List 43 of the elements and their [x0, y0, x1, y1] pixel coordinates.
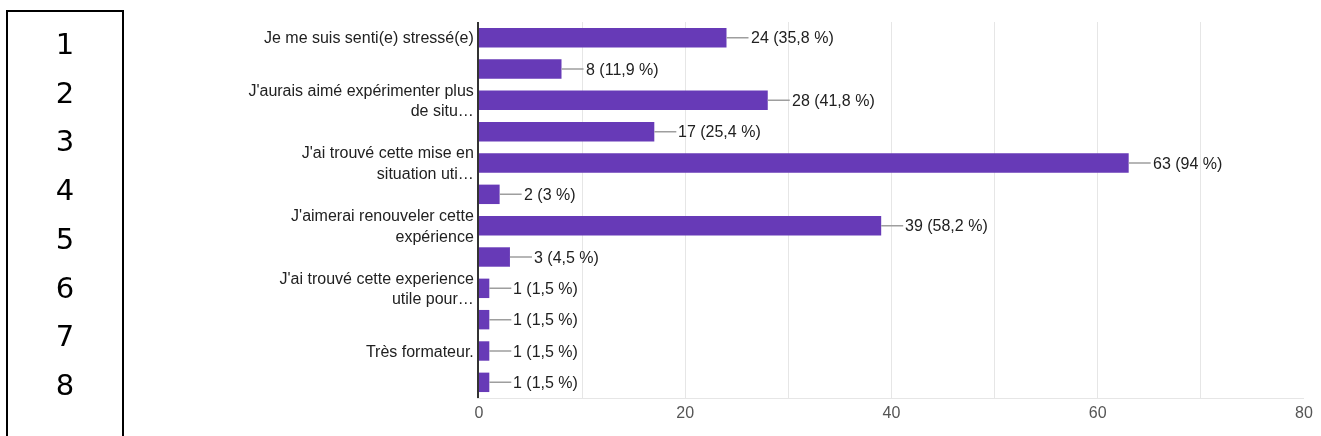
data-label: 39 (58,2 %) — [905, 217, 988, 234]
text: 2 — [55, 74, 75, 112]
bar — [479, 121, 655, 142]
bar — [479, 184, 500, 205]
data-label: 24 (35,8 %) — [751, 29, 834, 46]
x-tick-label: 40 — [882, 404, 901, 422]
data-label: 17 (25,4 %) — [678, 123, 761, 140]
text: 6 — [55, 269, 75, 307]
x-tick-label: 80 — [1295, 404, 1313, 422]
data-label: 2 (3 %) — [524, 186, 576, 203]
data-label: 63 (94 %) — [1153, 155, 1223, 172]
text: 1 — [55, 26, 75, 63]
bar — [479, 153, 1129, 173]
y-tick-label: J'aurais aimé expérimenter plus de situ… — [248, 81, 474, 120]
data-label: 28 (41,8 %) — [792, 92, 875, 109]
data-label: 8 (11,9 %) — [586, 61, 659, 78]
text: 7 — [55, 318, 75, 356]
bar — [479, 372, 490, 393]
bar — [479, 309, 490, 330]
y-tick-label: Je me suis senti(e) stressé(e) — [263, 29, 474, 47]
x-tick-label: 60 — [1088, 404, 1107, 422]
bar — [479, 341, 490, 361]
text: 5 — [55, 220, 75, 258]
x-tick-label: 20 — [676, 404, 695, 422]
bar — [479, 27, 727, 48]
bar — [479, 59, 562, 79]
bar — [479, 215, 882, 236]
data-label: 1 (1,5 %) — [513, 280, 578, 297]
bar — [479, 278, 490, 299]
text: 3 — [55, 123, 75, 161]
y-tick-label: J'ai trouvé cette mise en situation uti… — [301, 144, 474, 182]
bar — [479, 247, 510, 267]
bar — [479, 90, 768, 111]
data-label: 1 (1,5 %) — [513, 374, 578, 391]
data-label: 3 (4,5 %) — [534, 249, 599, 266]
text: 8 — [55, 366, 75, 404]
data-label: 1 (1,5 %) — [513, 343, 578, 360]
text: 4 — [55, 172, 75, 210]
x-tick-label: 0 — [474, 404, 484, 422]
y-tick-label: J'ai trouvé cette experience utile pour… — [279, 269, 474, 308]
y-tick-label: J'aimerai renouveler cette expérience — [291, 206, 474, 245]
y-tick-label: Très formateur. — [365, 342, 474, 360]
data-label: 1 (1,5 %) — [513, 311, 578, 328]
